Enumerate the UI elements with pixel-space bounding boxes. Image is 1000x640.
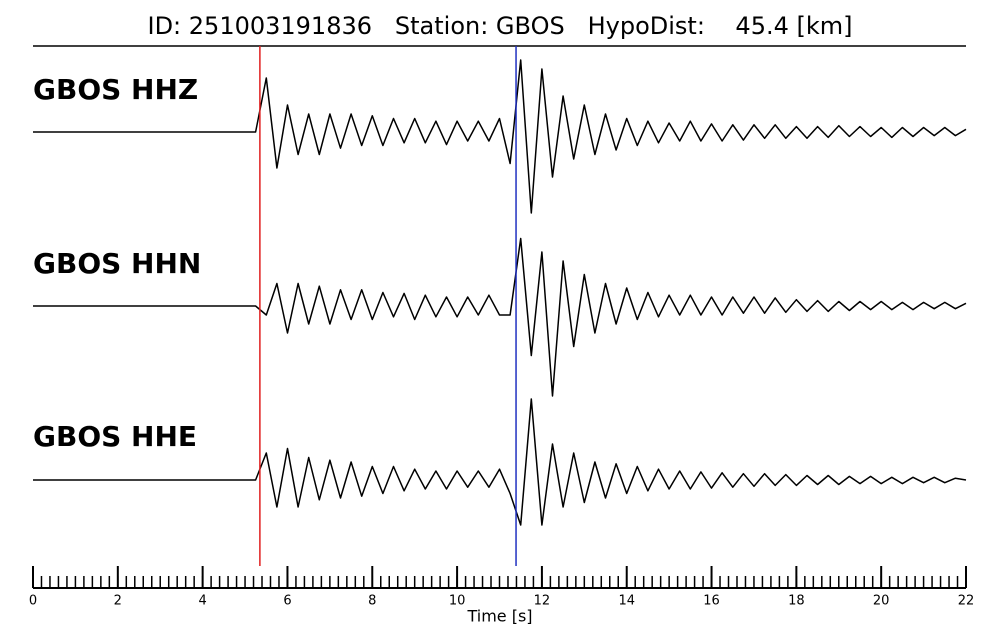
waveform — [33, 398, 967, 526]
waveform — [33, 59, 967, 214]
chart-title: ID: 251003191836 Station: GBOS HypoDist:… — [148, 12, 853, 40]
x-tick-label: 18 — [788, 594, 805, 609]
x-tick-label: 10 — [449, 594, 466, 609]
x-tick-label: 4 — [198, 594, 206, 609]
trace-label: GBOS HHN — [33, 247, 201, 280]
x-tick-label: 12 — [534, 594, 551, 609]
x-axis-label: Time [s] — [466, 607, 532, 626]
x-tick-label: 20 — [873, 594, 890, 609]
x-tick-label: 22 — [958, 594, 975, 609]
x-tick-label: 0 — [29, 594, 37, 609]
x-tick-label: 6 — [283, 594, 291, 609]
trace-label: GBOS HHE — [33, 420, 197, 453]
trace-label: GBOS HHZ — [33, 73, 198, 106]
x-tick-label: 14 — [618, 594, 635, 609]
x-tick-label: 16 — [703, 594, 720, 609]
x-tick-label: 8 — [368, 594, 376, 609]
x-tick-label: 2 — [114, 594, 122, 609]
waveform — [33, 237, 967, 397]
